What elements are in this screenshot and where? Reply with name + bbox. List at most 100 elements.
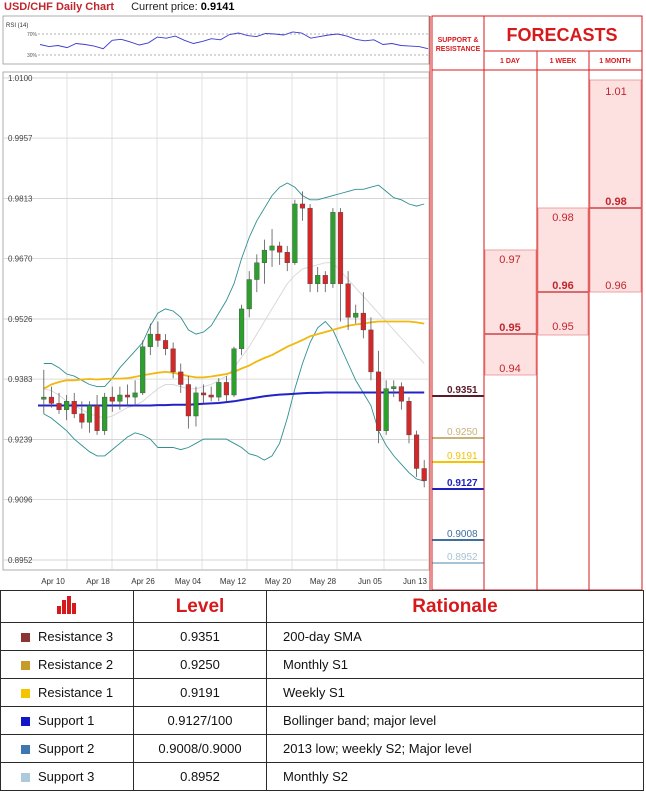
forecast-month-range xyxy=(589,79,642,293)
table-row: Resistance 2 0.9250 Monthly S1 xyxy=(0,650,644,679)
y-tick-label: 1.0100 xyxy=(8,74,33,83)
table-header-rationale: Rationale xyxy=(266,590,644,623)
row-label: Support 1 xyxy=(38,713,95,728)
row-rationale: 2013 low; weekly S2; Major level xyxy=(266,734,644,763)
row-level: 0.9191 xyxy=(133,678,267,707)
y-tick-label: 0.9957 xyxy=(8,134,33,143)
bollinger-lower-line xyxy=(43,320,425,482)
x-tick-label: May 28 xyxy=(310,577,337,586)
candle xyxy=(261,239,267,284)
table-row: Support 1 0.9127/100 Bollinger band; major… xyxy=(0,706,644,735)
candle-body xyxy=(383,388,389,431)
row-rationale: Weekly S1 xyxy=(266,678,644,707)
bar-chart-icon xyxy=(57,595,76,614)
candle-body xyxy=(64,401,70,410)
candle-body xyxy=(71,401,77,415)
candle-body xyxy=(284,252,290,263)
table-row: Support 3 0.8952 Monthly S2 xyxy=(0,762,644,791)
level-label: 0.9250 xyxy=(447,427,478,438)
candle-body xyxy=(193,392,199,417)
row-label-cell: Resistance 2 xyxy=(0,650,134,679)
y-tick-label: 0.9096 xyxy=(8,496,33,505)
candle xyxy=(216,378,222,402)
candle-body xyxy=(246,279,252,310)
candle xyxy=(406,397,412,444)
candle-body xyxy=(216,382,222,398)
candle-body xyxy=(132,392,138,398)
candle-body xyxy=(391,386,397,389)
candle-body xyxy=(315,275,321,284)
candle xyxy=(375,350,382,444)
x-tick-label: Jun 13 xyxy=(403,577,428,586)
row-rationale: Bollinger band; major level xyxy=(266,706,644,735)
table-header-level: Level xyxy=(133,590,267,623)
price-panel: 1.0100 0.9957 0.9813 0.9670 0.9526 0.9383 0.92… xyxy=(2,71,430,586)
x-tick-label: May 20 xyxy=(265,577,292,586)
candle xyxy=(383,380,389,435)
candle xyxy=(239,304,245,356)
row-label-cell: Resistance 1 xyxy=(0,678,134,707)
forecast-week-range xyxy=(537,207,589,336)
row-rationale: Monthly S1 xyxy=(266,650,644,679)
candle xyxy=(117,386,123,410)
row-rationale: Monthly S2 xyxy=(266,762,644,791)
candle xyxy=(94,394,100,435)
candle xyxy=(368,317,374,381)
row-level: 0.8952 xyxy=(133,762,267,791)
candle-body xyxy=(277,245,283,253)
row-label-cell: Support 1 xyxy=(0,706,134,735)
color-swatch xyxy=(21,773,30,783)
table-row: Resistance 1 0.9191 Weekly S1 xyxy=(0,678,644,707)
candle xyxy=(170,342,176,379)
y-tick-label: 0.8952 xyxy=(8,556,33,565)
row-label: Resistance 3 xyxy=(38,629,114,644)
candle xyxy=(48,386,54,408)
candle-body xyxy=(353,312,359,318)
level-label: 0.9191 xyxy=(447,451,478,462)
candle xyxy=(353,304,359,324)
y-tick-label: 0.9383 xyxy=(8,375,33,384)
candle-body xyxy=(421,468,427,481)
candle xyxy=(269,229,275,267)
candle xyxy=(208,386,214,402)
candle-body xyxy=(48,396,54,404)
candle-body xyxy=(155,333,161,341)
candle xyxy=(345,271,351,330)
candle-body xyxy=(231,348,237,396)
candle xyxy=(140,340,146,395)
forecast-week-mid: 0.96 xyxy=(552,280,573,292)
candle xyxy=(322,271,328,293)
x-tick-label: May 12 xyxy=(220,577,247,586)
candle xyxy=(185,376,191,429)
candle-body xyxy=(41,396,47,400)
candle-body xyxy=(208,394,214,398)
candle xyxy=(246,271,252,318)
bollinger-upper-line xyxy=(43,182,425,388)
candle xyxy=(56,392,62,414)
forecast-month-mid: 0.98 xyxy=(605,196,626,208)
candle xyxy=(155,321,161,347)
candle-body xyxy=(201,392,207,396)
candle xyxy=(109,386,115,412)
candle xyxy=(147,323,153,356)
row-label: Resistance 2 xyxy=(38,657,114,672)
row-label-cell: Resistance 3 xyxy=(0,622,134,651)
table-row: Resistance 3 0.9351 200-day SMA xyxy=(0,622,644,651)
candle-body xyxy=(337,212,344,284)
forecast-day-high: 0.97 xyxy=(499,254,520,266)
sr-label-2: RESISTANCE xyxy=(436,46,481,53)
candle-body xyxy=(124,394,131,398)
candle xyxy=(299,191,306,221)
candle xyxy=(64,394,70,421)
candle xyxy=(71,392,77,419)
row-label: Resistance 1 xyxy=(38,685,114,700)
candle-body xyxy=(185,384,191,417)
col-1-week: 1 WEEK xyxy=(550,58,577,65)
forecast-month-low: 0.96 xyxy=(605,280,626,292)
candle-body xyxy=(299,203,306,209)
candle xyxy=(193,386,199,427)
candle-body xyxy=(330,212,336,284)
forecast-week-high: 0.98 xyxy=(552,212,573,224)
current-price-label: Current price: xyxy=(131,1,198,13)
y-tick-label: 0.9239 xyxy=(8,436,33,445)
